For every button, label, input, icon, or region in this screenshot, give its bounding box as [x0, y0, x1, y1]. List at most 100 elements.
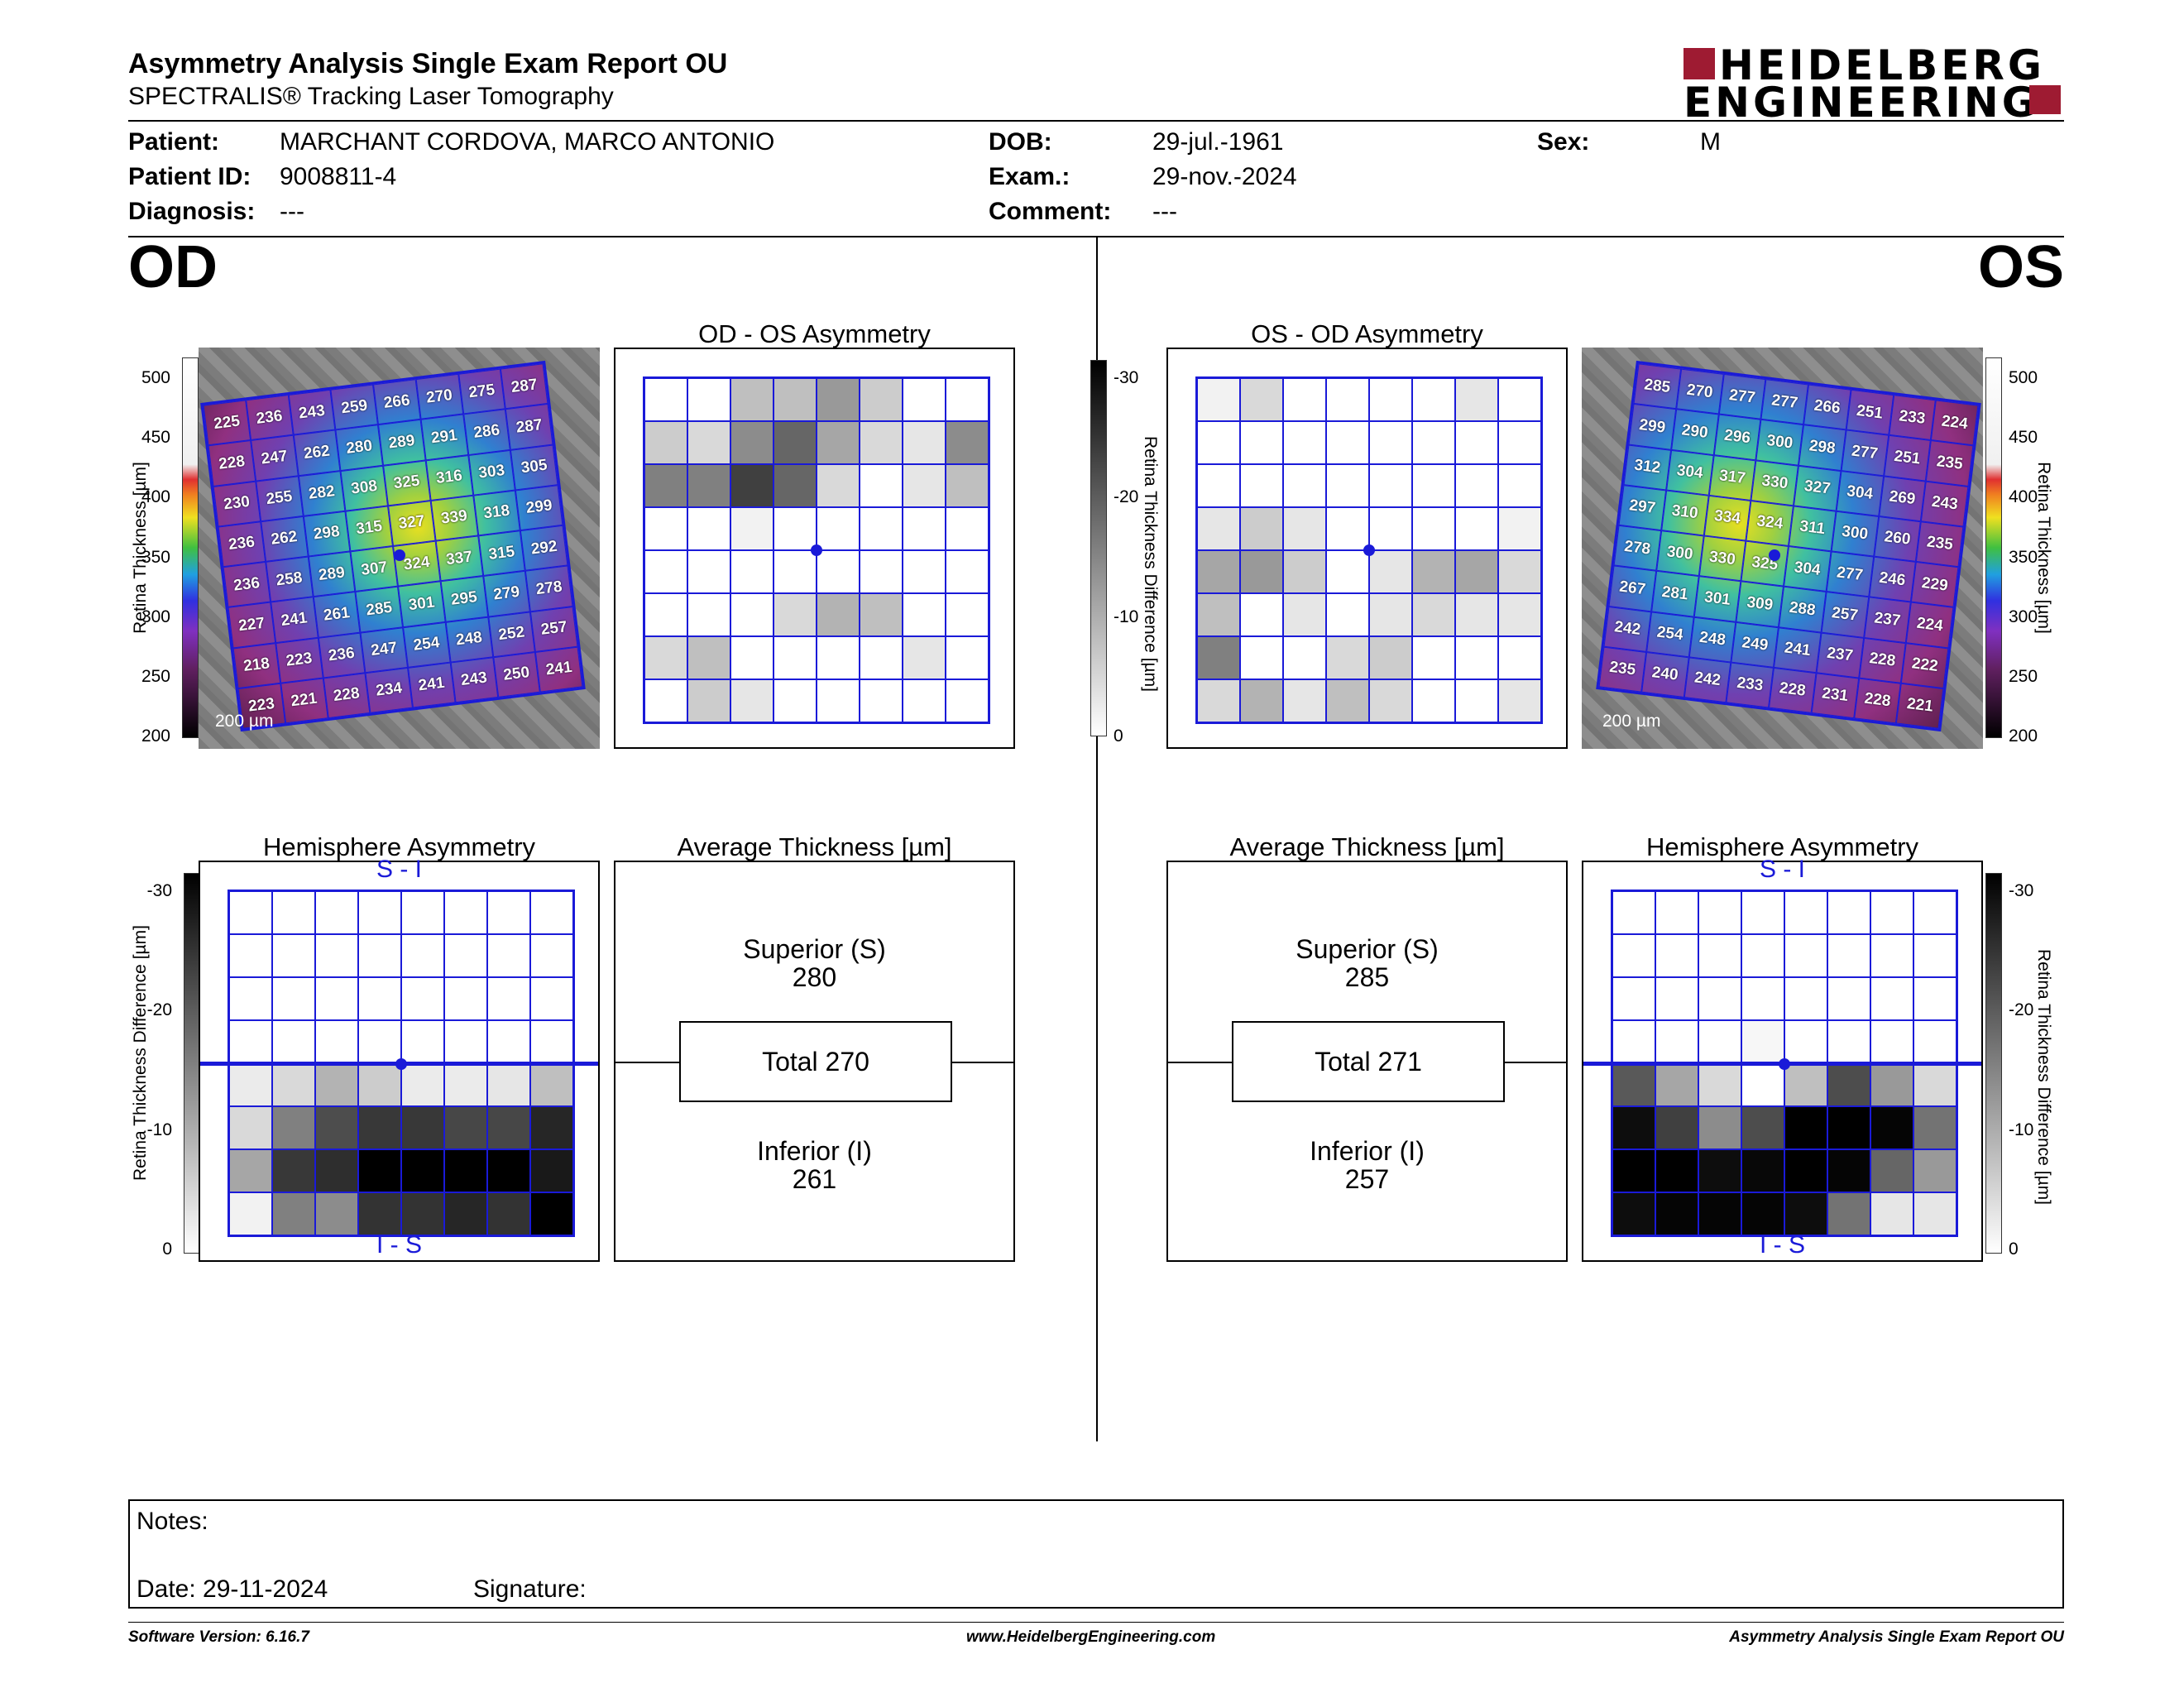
- od-thickness-cell: 282: [298, 470, 346, 516]
- od-thickness-cell: 318: [472, 490, 521, 536]
- od-thickness-cell: 289: [308, 551, 356, 597]
- od-thickness-cell: 270: [415, 373, 463, 420]
- os-hemi-cell: [1784, 891, 1827, 934]
- od-thickness-cell: 315: [345, 506, 393, 552]
- os-asym-cell: [1326, 464, 1369, 507]
- os-asym-cell: [1412, 464, 1455, 507]
- od-asym-cell: [644, 464, 687, 507]
- od-hemi-cell: [401, 1149, 444, 1192]
- os-thickness-scale: [1985, 357, 2002, 738]
- os-inferior: Inferior (I) 257: [1168, 1137, 1566, 1193]
- os-thickness-cell: 233: [1888, 395, 1937, 441]
- os-hemi-cell: [1655, 1106, 1698, 1149]
- od-thickness-cell: 248: [445, 616, 493, 663]
- od-thickness-cell: 303: [467, 449, 516, 496]
- od-hemi-cell: [444, 1063, 487, 1106]
- od-thickness-map: 225 236 243 259 266 270 275 287 228 247 262 280 289 2…: [199, 348, 600, 749]
- os-asym-cell: [1283, 507, 1326, 550]
- center-diff-tick-label: 0: [1114, 727, 1123, 746]
- od-hemi-cell: [358, 934, 401, 977]
- os-hemi-cell: [1784, 1063, 1827, 1106]
- os-thickness-cell: 231: [1811, 672, 1859, 719]
- os-hemi-cell: [1655, 977, 1698, 1020]
- os-asym-cell: [1498, 550, 1541, 593]
- od-hemi-cell: [401, 1020, 444, 1063]
- os-asym-cell: [1240, 421, 1283, 464]
- od-asym-cell: [774, 464, 817, 507]
- od-thickness-tick-label: 300: [141, 607, 170, 626]
- os-asym-cell: [1283, 550, 1326, 593]
- od-hemi-cell: [358, 1063, 401, 1106]
- os-asym-cell: [1197, 378, 1240, 421]
- os-thickness-tick-label: 400: [2009, 487, 2038, 507]
- diagnosis-value: ---: [280, 198, 304, 225]
- od-hemi-panel: S - I I - S: [199, 856, 600, 1262]
- od-thickness-cell: 236: [245, 395, 294, 441]
- os-thickness-map: 285 270 277 277 266 251 233 224 299 290 296 300 298 2…: [1582, 348, 1983, 749]
- os-asym-cell: [1240, 679, 1283, 722]
- os-hemi-cell: [1870, 1106, 1913, 1149]
- os-asym-cell: [1455, 550, 1498, 593]
- os-thickness-cell: 266: [1803, 384, 1851, 430]
- od-asym-cell: [946, 679, 989, 722]
- os-hemi-cell: [1655, 891, 1698, 934]
- os-asym-cell: [1197, 464, 1240, 507]
- os-asym-cell: [1455, 464, 1498, 507]
- od-thickness-cell: 295: [440, 576, 488, 622]
- os-hemi-cell: [1655, 1149, 1698, 1192]
- center-diff-tick-label: -30: [1114, 368, 1139, 387]
- os-thickness-cell: 235: [1916, 521, 1964, 568]
- od-thickness-cell: 254: [403, 621, 451, 668]
- od-asym-cell: [817, 636, 860, 679]
- os-asym-cell: [1197, 593, 1240, 636]
- od-hemi-title: Hemisphere Asymmetry: [262, 832, 536, 861]
- od-thickness-tick-label: 450: [141, 428, 170, 448]
- od-hemi-cell: [272, 1192, 315, 1235]
- od-hemi-cell: [444, 1106, 487, 1149]
- os-hemi-cell: [1827, 1106, 1870, 1149]
- od-asym-cell: [946, 593, 989, 636]
- od-hemi-axis-label: Retina Thickness Difference [µm]: [131, 925, 150, 1181]
- os-thickness-cell: 301: [1693, 576, 1741, 622]
- os-thickness-cell: 240: [1640, 651, 1689, 698]
- os-thickness-cell: 290: [1670, 409, 1719, 455]
- od-scale-label: 200 µm: [215, 712, 274, 731]
- eye-divider: [1096, 237, 1098, 1441]
- os-thickness-cell: 251: [1846, 389, 1894, 435]
- os-asym-cell: [1498, 679, 1541, 722]
- os-thickness-cell: 246: [1868, 556, 1917, 602]
- os-asym-cell: [1326, 593, 1369, 636]
- od-thickness-cell: 241: [408, 662, 456, 708]
- od-thickness-cell: 227: [228, 602, 275, 648]
- od-hemi-cell: [401, 891, 444, 934]
- od-thickness-cell: 250: [492, 651, 541, 698]
- od-hemi-diff-tick-label: 0: [162, 1240, 172, 1259]
- od-thickness-cell: 287: [500, 363, 548, 410]
- od-thickness-cell: 261: [313, 592, 361, 638]
- website-link[interactable]: www.HeidelbergEngineering.com: [966, 1628, 1216, 1646]
- os-asym-title: OS - OD Asymmetry: [1251, 319, 1483, 348]
- os-hemi-cell: [1698, 1063, 1741, 1106]
- os-hemi-bottom-label: I - S: [1759, 1231, 1805, 1259]
- comment-value: ---: [1152, 198, 1177, 225]
- os-thickness-tick-label: 250: [2009, 666, 2038, 686]
- od-thickness-cell: 287: [505, 404, 553, 450]
- os-thickness-cell: 228: [1853, 678, 1902, 724]
- os-hemi-cell: [1741, 1020, 1784, 1063]
- os-hemi-cell: [1870, 1020, 1913, 1063]
- os-asym-cell: [1326, 550, 1369, 593]
- od-hemi-diff-scale: [184, 873, 200, 1254]
- od-hemi-cell: [358, 977, 401, 1020]
- os-hemi-cell: [1827, 977, 1870, 1020]
- os-hemi-cell: [1741, 1106, 1784, 1149]
- os-hemi-cell: [1913, 1020, 1956, 1063]
- notes-box[interactable]: Notes: Date: 29-11-2024 Signature:: [128, 1499, 2064, 1609]
- od-hemi-cell: [315, 977, 358, 1020]
- os-avg-title: Average Thickness [µm]: [1229, 832, 1505, 861]
- os-thickness-cell: 297: [1618, 484, 1666, 531]
- patient-label: Patient:: [128, 128, 220, 156]
- os-thickness-cell: 277: [1760, 379, 1809, 425]
- os-hemi-cell: [1741, 1149, 1784, 1192]
- os-asym-panel: [1166, 348, 1568, 749]
- od-hemi-cell: [229, 1149, 272, 1192]
